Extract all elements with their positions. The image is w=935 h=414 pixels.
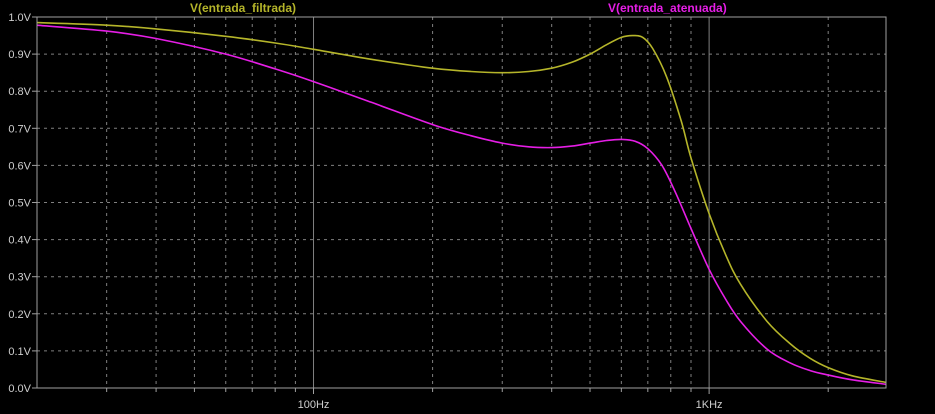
y-tick-label: 1.0V	[8, 12, 31, 24]
legend-entry-entrada-atenuada: V(entrada_atenuada)	[608, 1, 727, 15]
series-line-1	[36, 24, 887, 386]
y-tick-label: 0.2V	[8, 309, 31, 321]
y-tick-label: 0.8V	[8, 86, 31, 98]
y-tick-labels: 0.0V 0.1V 0.2V 0.3V 0.4V 0.5V 0.6V 0.7V 0.8V 0.9V…	[8, 12, 31, 395]
y-tick-label: 0.4V	[8, 235, 31, 247]
y-tick-label: 0.7V	[8, 123, 31, 135]
grid-lines	[32, 16, 886, 394]
y-tick-label: 0.9V	[8, 49, 31, 61]
legend: V(entrada_filtrada) V(entrada_atenuada)	[190, 1, 727, 15]
x-tick-labels: 100Hz 1KHz	[298, 399, 723, 411]
y-tick-label: 0.6V	[8, 160, 31, 172]
series-line-0	[36, 21, 887, 384]
plot-frame	[36, 16, 887, 389]
y-tick-label: 0.1V	[8, 346, 31, 358]
x-tick-label: 1KHz	[696, 399, 723, 411]
series-lines	[36, 21, 887, 386]
y-tick-label: 0.3V	[8, 272, 31, 284]
y-tick-label: 0.5V	[8, 198, 31, 210]
legend-entry-entrada-filtrada: V(entrada_filtrada)	[190, 1, 296, 15]
axes	[36, 16, 887, 389]
y-tick-label: 0.0V	[8, 383, 31, 395]
x-tick-label: 100Hz	[298, 399, 330, 411]
